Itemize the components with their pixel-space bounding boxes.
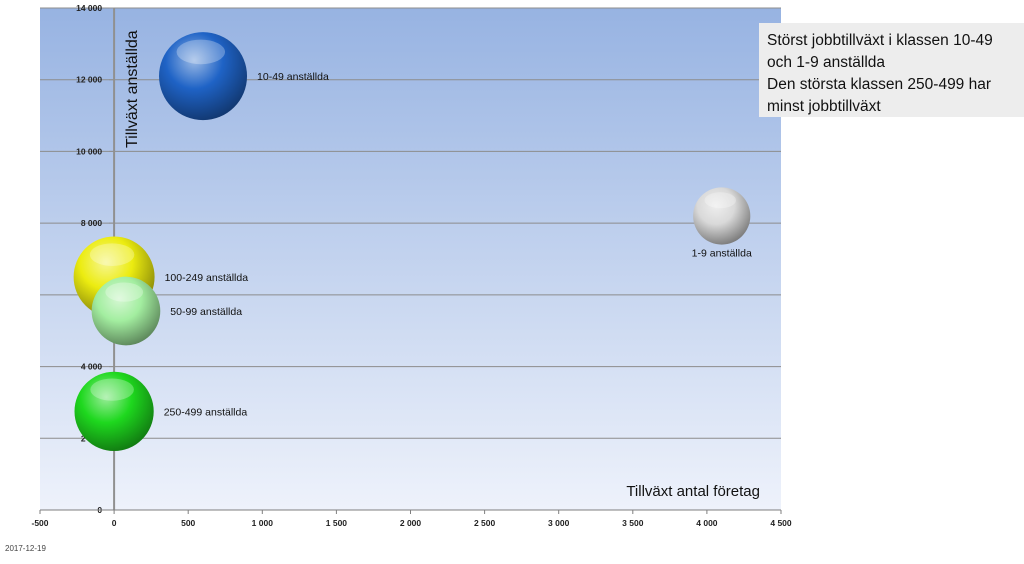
bubble-label: 250-499 anställda — [164, 406, 248, 418]
bubble-labels: 1-9 anställda 10-49 anställda 100-249 anst… — [164, 71, 752, 418]
x-tick-label: 4 500 — [770, 518, 792, 528]
x-tick-label: 2 500 — [474, 518, 496, 528]
y-tick-label: 10 000 — [76, 146, 102, 156]
x-tick-label: 2 000 — [400, 518, 422, 528]
gridlines — [40, 7, 781, 439]
x-axis-title: Tillväxt antal företag — [626, 483, 760, 500]
bubble-highlight — [90, 378, 134, 401]
bubble-highlight — [89, 243, 135, 266]
annotation-box: Störst jobbtillväxt i klassen 10-49 och … — [759, 23, 1024, 117]
date-stamp: 2017-12-19 — [5, 544, 46, 553]
y-axis-title: Tillväxt anställda — [124, 30, 141, 148]
bubble-label: 10-49 anställda — [257, 71, 329, 83]
bubble — [91, 276, 161, 346]
x-tick-label: 3 000 — [548, 518, 570, 528]
y-tick-label: 8 000 — [81, 218, 103, 228]
annotation-line: Störst jobbtillväxt i klassen 10-49 — [767, 32, 993, 49]
bubble — [693, 187, 751, 245]
y-tick-label: 12 000 — [76, 75, 102, 85]
x-tick-label: 3 500 — [622, 518, 644, 528]
bubble-highlight — [176, 39, 226, 65]
bubble — [74, 371, 154, 451]
bubbles — [73, 32, 751, 451]
x-tick-label: 4 000 — [696, 518, 718, 528]
y-tick-label: 4 000 — [81, 362, 103, 372]
bubble-label: 1-9 anställda — [692, 248, 752, 260]
annotation-line: och 1-9 anställda — [767, 54, 886, 71]
plot-area — [40, 8, 781, 510]
bubble-label: 50-99 anställda — [170, 306, 242, 318]
annotation-line: Den största klassen 250-499 har — [767, 76, 992, 93]
x-tick-label: 0 — [112, 518, 117, 528]
x-tick-label: 1 500 — [326, 518, 348, 528]
bubble-highlight — [105, 282, 144, 302]
annotation-line: minst jobbtillväxt — [767, 98, 881, 115]
bubble-highlight — [704, 192, 737, 209]
bubble-label: 100-249 anställda — [165, 272, 249, 284]
x-tick-label: -500 — [31, 518, 48, 528]
x-tick-label: 1 000 — [252, 518, 274, 528]
x-tick-label: 500 — [181, 518, 195, 528]
bubble — [159, 32, 248, 121]
y-tick-label: 14 000 — [76, 3, 102, 13]
